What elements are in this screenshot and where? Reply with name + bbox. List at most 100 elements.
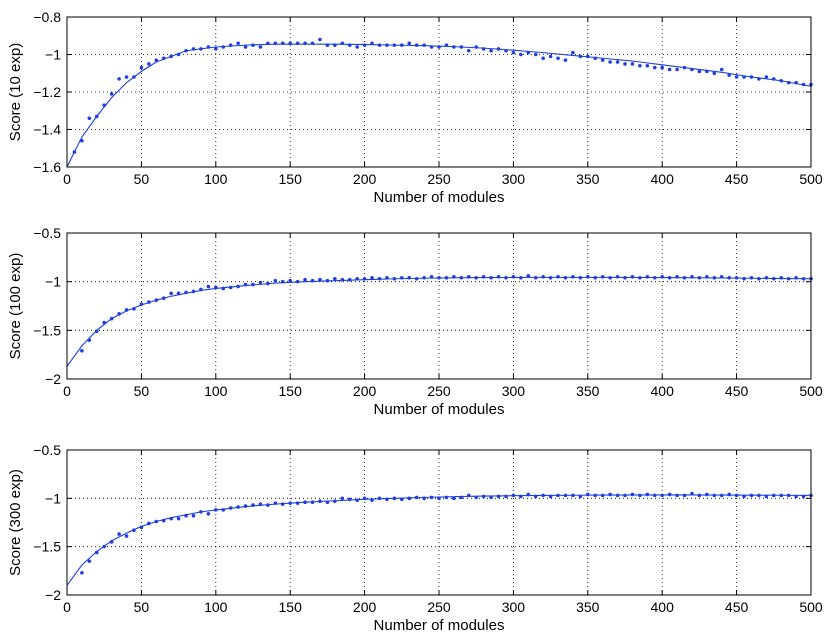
y-tick-labels: −2 −1.5 −1 −0.5 [33, 225, 61, 387]
data-point [303, 277, 307, 282]
data-point [712, 71, 717, 76]
x-tick-label: 100 [204, 599, 228, 615]
data-point [794, 494, 798, 499]
data-point [80, 348, 84, 353]
data-point [414, 495, 419, 500]
data-point [169, 54, 173, 59]
x-tick-label: 150 [279, 171, 303, 187]
data-point [623, 62, 627, 66]
data-point [303, 500, 307, 505]
data-point [147, 62, 151, 66]
y-axis-label: Score (10 exp) [7, 43, 24, 141]
data-point [481, 275, 486, 279]
data-point [206, 512, 211, 516]
data-point [392, 43, 397, 47]
data-point [474, 275, 479, 280]
data-point [154, 519, 159, 524]
data-point [80, 138, 84, 143]
data-point [154, 58, 159, 62]
data-point [593, 493, 598, 498]
data-point [407, 41, 412, 46]
data-point [214, 508, 218, 512]
data-point [273, 501, 278, 505]
y-tick-label: −1.6 [33, 159, 61, 175]
data-point [370, 498, 374, 503]
data-point [489, 48, 493, 53]
data-point [340, 277, 345, 282]
data-point [786, 493, 791, 498]
data-point [437, 275, 441, 280]
data-point [675, 275, 679, 279]
data-point [94, 114, 99, 119]
data-point [318, 37, 322, 42]
data-point [154, 298, 159, 302]
data-point [690, 491, 694, 496]
data-point [94, 550, 99, 555]
data-point [280, 279, 285, 284]
data-point [258, 502, 263, 506]
data-point [347, 497, 352, 502]
data-point [667, 275, 672, 280]
data-point [727, 73, 731, 77]
data-point [489, 495, 493, 500]
y-axis-label: Score (100 exp) [7, 253, 24, 360]
data-point [608, 492, 612, 497]
x-tick-label: 200 [353, 599, 377, 615]
data-point [571, 275, 575, 279]
data-point [452, 45, 456, 49]
data-point [221, 508, 226, 512]
data-points [80, 491, 813, 575]
data-point [526, 50, 531, 55]
data-point [236, 284, 240, 289]
x-tick-labels: 0 50 100 150 200 250 300 350 400 450 500 [63, 599, 823, 615]
data-point [541, 56, 545, 61]
data-point [109, 92, 114, 96]
data-point [690, 275, 694, 279]
data-point [556, 275, 560, 279]
data-point [355, 45, 359, 49]
data-points [72, 37, 813, 154]
data-point [258, 280, 263, 285]
x-tick-label: 300 [502, 383, 526, 399]
data-point [801, 82, 806, 87]
x-tick-label: 400 [651, 171, 675, 187]
data-point [452, 275, 456, 279]
x-tick-labels: 0 50 100 150 200 250 300 350 400 450 500 [63, 383, 823, 399]
y-tick-labels: −2 −1.5 −1 −0.5 [33, 442, 61, 603]
data-point [355, 498, 359, 503]
data-point [437, 496, 441, 501]
x-tick-label: 200 [353, 171, 377, 187]
data-point [749, 75, 754, 79]
data-point [615, 275, 620, 279]
data-point [623, 493, 627, 498]
data-point [266, 41, 270, 46]
data-point [377, 276, 382, 281]
data-point [161, 296, 166, 301]
y-tick-labels: −1.6 −1.4 −1.2 −1 −0.8 [33, 9, 61, 175]
data-point [288, 41, 293, 46]
data-point [719, 275, 724, 279]
data-point [727, 492, 731, 497]
data-point [72, 150, 77, 154]
data-point [94, 329, 99, 334]
y-tick-label: −0.5 [33, 225, 61, 241]
data-point [675, 493, 679, 498]
data-point [586, 275, 590, 279]
data-point [333, 276, 337, 281]
y-tick-label: −1.5 [33, 539, 61, 555]
data-point [295, 279, 300, 284]
data-point [541, 493, 545, 498]
data-point [772, 77, 776, 81]
x-tick-label: 350 [576, 599, 600, 615]
data-point [124, 75, 129, 79]
data-point [556, 493, 560, 498]
data-point [243, 504, 248, 508]
data-point [400, 43, 404, 47]
data-point [719, 67, 724, 72]
data-point [273, 41, 278, 46]
x-axis-label: Number of modules [374, 189, 505, 206]
data-point [660, 493, 664, 498]
data-point [682, 493, 687, 498]
data-point [719, 493, 724, 498]
data-point [80, 570, 84, 575]
